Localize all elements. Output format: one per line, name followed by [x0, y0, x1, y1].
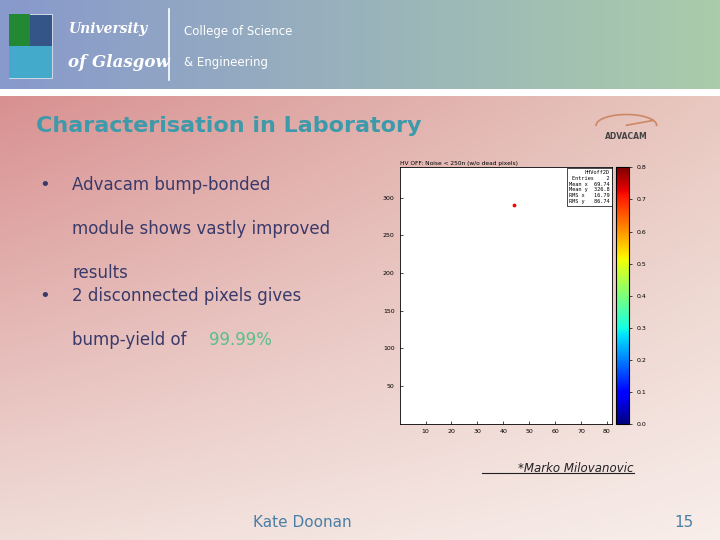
- Text: •: •: [40, 287, 50, 305]
- Text: HV OFF: Noise < 250n (w/o dead pixels): HV OFF: Noise < 250n (w/o dead pixels): [400, 160, 518, 166]
- Text: University: University: [68, 22, 148, 36]
- Text: 2 disconnected pixels gives: 2 disconnected pixels gives: [72, 287, 301, 305]
- Text: Characterisation in Laboratory: Characterisation in Laboratory: [36, 116, 421, 136]
- Text: hHVoff2D
Entries    2
Mean x  69.74
Mean y  326.8
RMS x   16.79
RMS y   86.74: hHVoff2D Entries 2 Mean x 69.74 Mean y 3…: [570, 170, 610, 204]
- Text: Advacam bump-bonded: Advacam bump-bonded: [72, 176, 271, 193]
- Bar: [9, 14, 30, 78]
- Bar: [9, 14, 52, 78]
- Text: ADVACAM: ADVACAM: [605, 132, 648, 141]
- Text: & Engineering: & Engineering: [184, 56, 268, 69]
- Text: results: results: [72, 265, 128, 282]
- Text: 15: 15: [675, 515, 693, 530]
- Text: 99.99%: 99.99%: [209, 331, 271, 349]
- Bar: [9, 46, 52, 78]
- Text: Kate Doonan: Kate Doonan: [253, 515, 351, 530]
- Text: *Marko Milovanovic: *Marko Milovanovic: [518, 462, 634, 475]
- Text: •: •: [40, 176, 50, 193]
- Text: bump-yield of: bump-yield of: [72, 331, 192, 349]
- Point: [508, 201, 519, 210]
- Text: College of Science: College of Science: [184, 25, 292, 38]
- Text: of Glasgow: of Glasgow: [68, 54, 170, 71]
- Text: module shows vastly improved: module shows vastly improved: [72, 220, 330, 238]
